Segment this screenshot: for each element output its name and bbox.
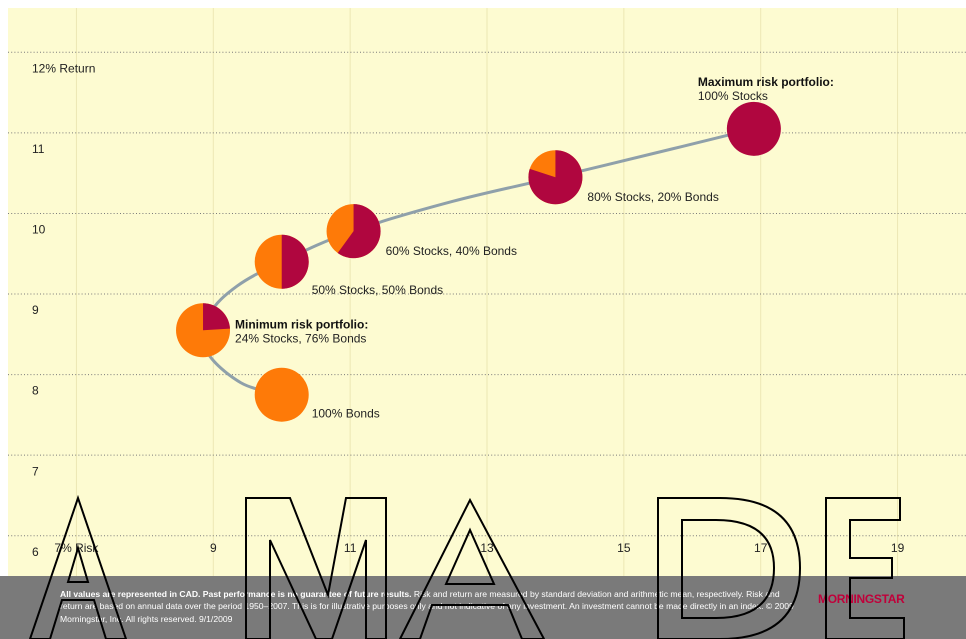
x-tick-label-3: 13 (480, 541, 494, 555)
disclaimer-footer: All values are represented in CAD. Past … (0, 576, 966, 639)
disclaimer-bold: All values are represented in CAD. Past … (60, 589, 412, 599)
x-tick-label-2: 11 (344, 541, 357, 555)
y-tick-label-3: 9 (32, 303, 39, 317)
y-tick-label-0: 6 (32, 545, 39, 559)
portfolio-label-1: 24% Stocks, 76% Bonds (235, 331, 366, 345)
portfolio-pie-4 (528, 150, 583, 205)
portfolio-label-0: 100% Bonds (312, 407, 380, 421)
x-tick-label-4: 15 (617, 541, 631, 555)
y-tick-label-2: 8 (32, 384, 39, 398)
x-tick-label-6: 19 (891, 541, 905, 555)
portfolio-labels: 100% Bonds Minimum risk portfolio:24% Sto… (235, 75, 834, 421)
portfolio-title-5: Maximum risk portfolio: (698, 75, 834, 89)
x-tick-label-5: 17 (754, 541, 768, 555)
stocks-slice (726, 101, 781, 156)
portfolio-label-4: 80% Stocks, 20% Bonds (587, 190, 718, 204)
disclaimer-text: All values are represented in CAD. Past … (60, 588, 800, 625)
stocks-slice (528, 150, 583, 205)
stocks-slice (281, 234, 309, 289)
portfolio-pie-1 (176, 303, 231, 358)
portfolio-pie-2 (254, 234, 309, 289)
portfolio-label-3: 60% Stocks, 40% Bonds (386, 244, 517, 258)
vertical-gridlines (75, 8, 899, 576)
portfolio-label-2: 50% Stocks, 50% Bonds (312, 283, 443, 297)
portfolio-points (176, 101, 781, 422)
y-axis-ticks: 6 7 8 9 10 11 12% Return (32, 61, 95, 558)
bonds-slice (254, 367, 309, 422)
morningstar-logo: MORNINGSTAR (818, 592, 905, 606)
y-tick-label-5: 11 (32, 142, 45, 156)
stocks-slice (203, 303, 230, 331)
portfolio-title-1: Minimum risk portfolio: (235, 317, 368, 331)
y-tick-label-4: 10 (32, 223, 46, 237)
portfolio-label-5: 100% Stocks (698, 89, 768, 103)
x-tick-label-0: 7% Risk (54, 541, 99, 555)
x-tick-label-1: 9 (210, 541, 217, 555)
portfolio-pie-0 (254, 367, 309, 422)
stocks-slice (337, 204, 381, 259)
efficient-frontier-chart: 7% Risk 9 11 13 15 17 19 6 7 8 9 10 11 12% Return 10… (8, 8, 966, 576)
y-tick-label-6: 12% Return (32, 61, 95, 75)
y-tick-label-1: 7 (32, 464, 39, 478)
portfolio-pie-3 (326, 204, 381, 259)
portfolio-pie-5 (726, 101, 781, 156)
